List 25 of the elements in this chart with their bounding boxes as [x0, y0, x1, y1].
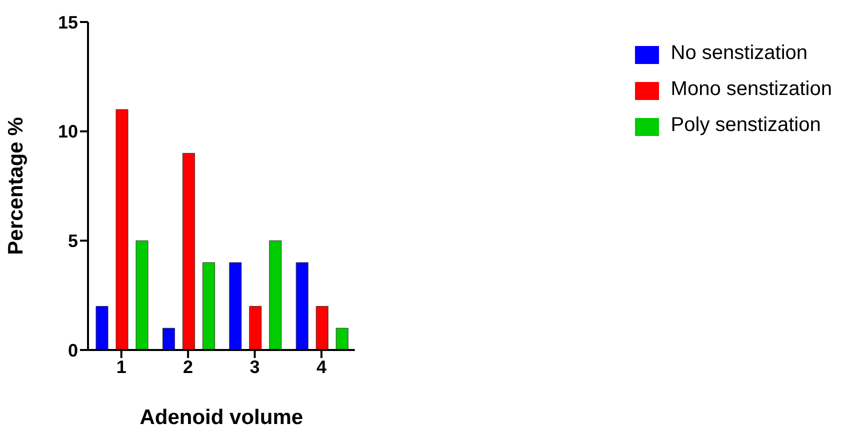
bar [136, 240, 148, 350]
bar [182, 152, 195, 350]
x-tick-label: 1 [116, 356, 126, 377]
y-tick-label: 15 [58, 12, 78, 32]
bar [336, 328, 348, 350]
y-tick-label: 0 [68, 340, 78, 360]
bar [316, 306, 328, 350]
bar [96, 306, 108, 350]
x-tick-label: 4 [316, 356, 326, 377]
x-tick-label: 3 [250, 356, 260, 377]
y-tick-label: 5 [68, 231, 78, 252]
bar [229, 262, 242, 350]
x-axis-title: Adenoid volume [140, 406, 304, 429]
bar [162, 328, 175, 350]
legend-label: No senstization [670, 42, 808, 64]
legend-label: Poly senstization [670, 114, 821, 136]
bar [296, 262, 308, 350]
x-tick-label: 2 [183, 356, 194, 377]
bar [202, 262, 215, 350]
bar [116, 109, 128, 350]
legend-label: Mono senstization [670, 78, 832, 100]
bar [269, 240, 282, 350]
y-tick-label: 10 [58, 122, 78, 142]
bar [249, 306, 262, 350]
y-axis-title: Percentage % [4, 116, 28, 255]
